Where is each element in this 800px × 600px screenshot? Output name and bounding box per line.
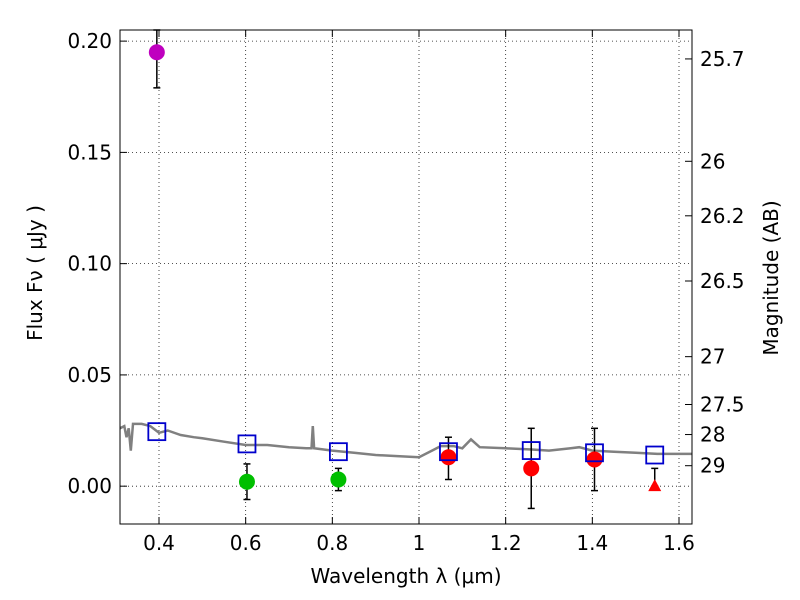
- x-tick-label: 1: [413, 531, 426, 555]
- y-tick-label: 0.10: [67, 252, 112, 276]
- y-tick-label: 0.00: [67, 474, 112, 498]
- right-tick-label: 29: [700, 454, 725, 478]
- right-tick-label: 26.2: [700, 204, 745, 228]
- model-spectrum-line: [119, 422, 692, 459]
- right-tick-label: 26: [700, 149, 725, 173]
- data-markers-layer: [147, 29, 665, 510]
- y-axis-label: Flux Fν ( μJy ): [23, 205, 47, 341]
- right-axis-label: Magnitude (AB): [759, 200, 783, 355]
- x-tick-label: 0.8: [316, 531, 348, 555]
- data-point: [148, 44, 165, 61]
- data-point: [238, 473, 255, 490]
- x-tick-label: 0.6: [230, 531, 262, 555]
- y-axis-label-text: Flux Fν ( μJy ): [23, 205, 47, 341]
- x-tick-label: 1.6: [663, 531, 695, 555]
- data-point: [586, 451, 603, 468]
- model-flux-square: [439, 442, 458, 462]
- right-tick-label: 26.5: [700, 269, 745, 293]
- model-flux-square: [521, 441, 541, 460]
- axis-ticks: 0.4 0.6 0.8 1 1.2 1.4 1.6 0.00 0.05 0.10 0.15 0.20 2…: [67, 29, 744, 555]
- x-axis-label-text: Wavelength λ (μm): [310, 564, 501, 588]
- y-tick-label: 0.15: [67, 140, 112, 164]
- y-tick-label: 0.05: [67, 363, 112, 387]
- right-tick-label: 27: [700, 345, 725, 369]
- right-tick-label: 28: [700, 423, 725, 447]
- data-point: [523, 460, 540, 477]
- model-flux-square: [237, 434, 257, 454]
- model-spectrum-layer: [119, 422, 692, 459]
- plot-frame: [119, 29, 693, 525]
- model-flux-square: [147, 422, 167, 442]
- x-axis-label: Wavelength λ (μm): [310, 564, 501, 588]
- model-flux-square: [645, 445, 665, 465]
- x-tick-label: 1.4: [576, 531, 608, 555]
- data-point: [330, 471, 347, 488]
- right-axis-label-text: Magnitude (AB): [759, 200, 783, 355]
- model-flux-square: [585, 443, 604, 463]
- right-tick-label: 27.5: [700, 393, 745, 417]
- x-tick-label: 0.4: [143, 531, 175, 555]
- upper-limit-marker: [648, 479, 662, 492]
- model-flux-square: [328, 442, 348, 462]
- data-point: [440, 449, 457, 466]
- grid-lines: [120, 30, 692, 524]
- right-tick-label: 25.7: [700, 47, 745, 71]
- y-tick-label: 0.20: [67, 29, 112, 53]
- x-tick-label: 1.2: [490, 531, 522, 555]
